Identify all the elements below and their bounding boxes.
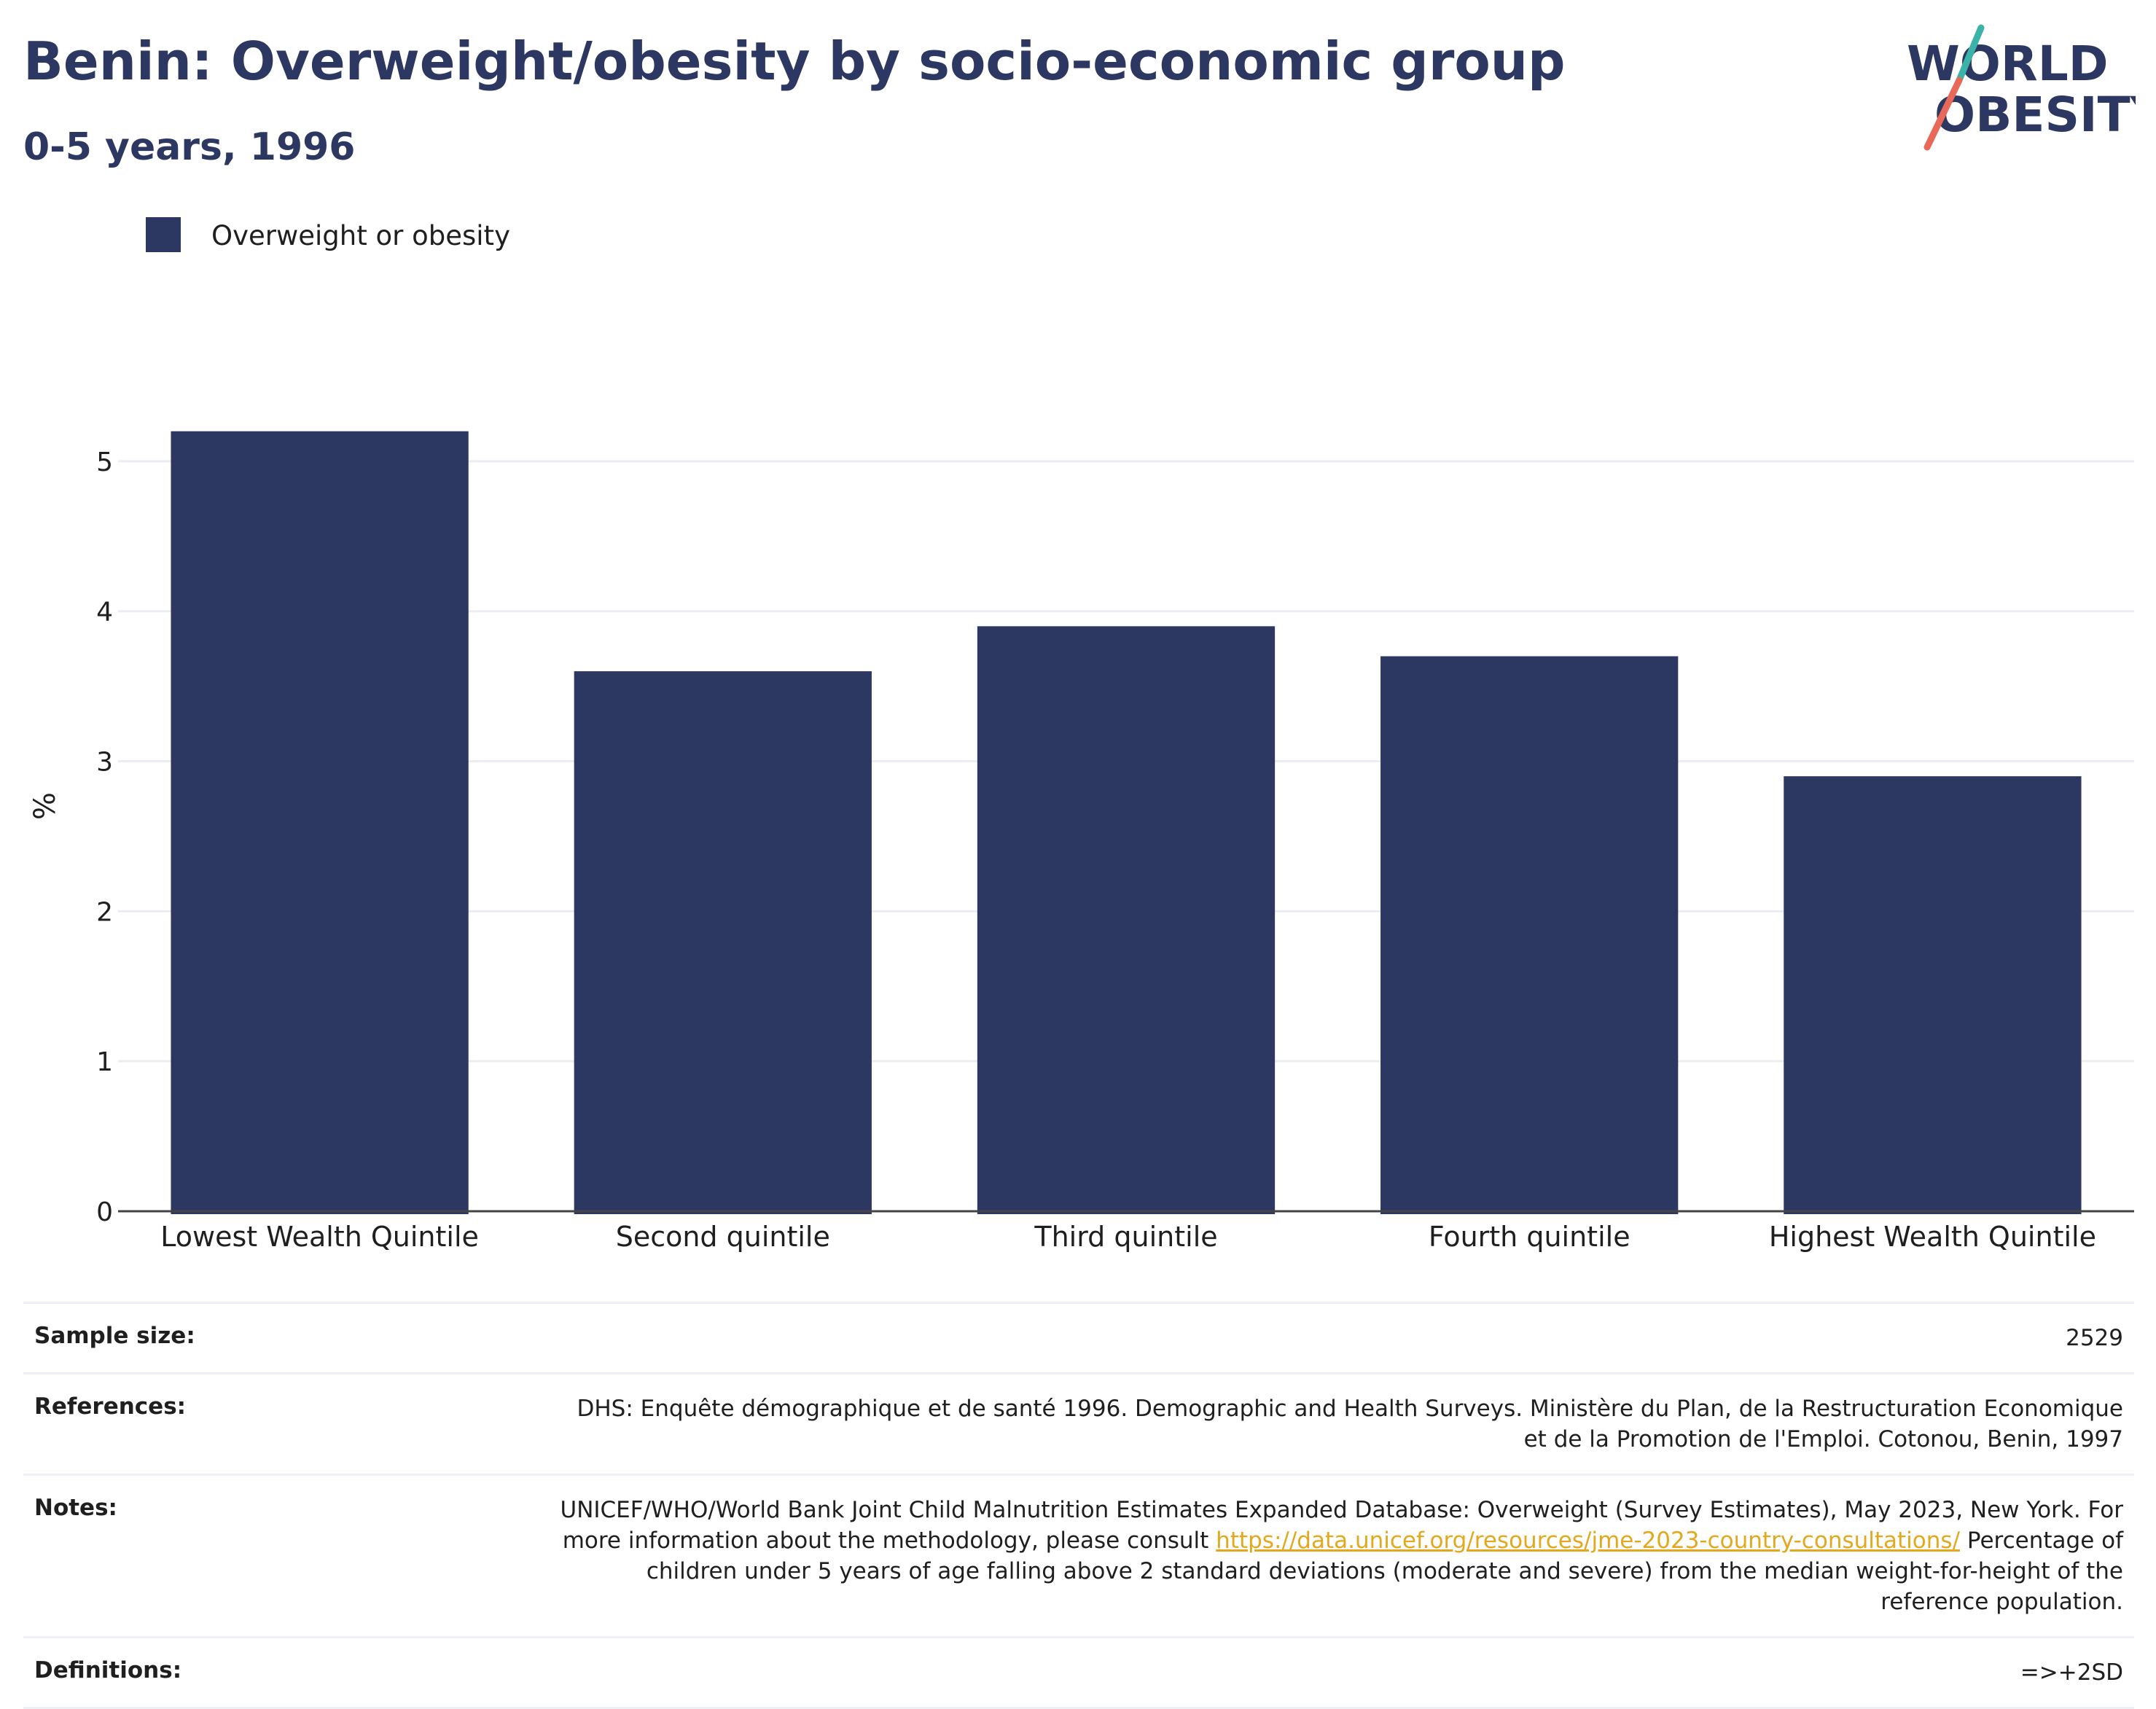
bar xyxy=(1784,776,2082,1214)
references-label: References: xyxy=(34,1393,187,1420)
notes-text-after: Percentage of children under 5 years of … xyxy=(646,1528,2123,1615)
y-tick-label: 1 xyxy=(96,1047,113,1077)
notes-value: UNICEF/WHO/World Bank Joint Child Malnut… xyxy=(556,1495,2124,1617)
logo-slash-bottom xyxy=(1923,77,1963,151)
definitions-value: =>+2SD xyxy=(2020,1659,2123,1686)
sample-size-label: Sample size: xyxy=(34,1323,195,1349)
sample-size-row: Sample size: 2529 xyxy=(23,1302,2134,1372)
logo-line1: WORLD xyxy=(1907,36,2109,92)
x-tick-label: Lowest Wealth Quintile xyxy=(160,1221,479,1253)
references-row: References: DHS: Enquête démographique e… xyxy=(23,1372,2134,1474)
notes-label: Notes: xyxy=(34,1495,117,1521)
bar-chart: 0 1 2 3 4 5 Lowest Wealth Quintile Second quint… xyxy=(28,431,2134,1253)
metadata-table: Sample size: 2529 References: DHS: Enquê… xyxy=(23,1302,2134,1709)
y-tick-label: 0 xyxy=(96,1197,113,1227)
y-tick-label: 3 xyxy=(96,748,113,778)
bar xyxy=(977,626,1276,1214)
bar xyxy=(171,431,469,1214)
legend-swatch xyxy=(146,217,181,252)
references-value: DHS: Enquête démographique et de santé 1… xyxy=(577,1396,2124,1452)
bar xyxy=(574,671,872,1214)
x-tick-label: Highest Wealth Quintile xyxy=(1769,1221,2096,1253)
notes-link[interactable]: https://data.unicef.org/resources/jme-20… xyxy=(1216,1528,1961,1554)
notes-row: Notes: UNICEF/WHO/World Bank Joint Child… xyxy=(23,1474,2134,1636)
legend-label: Overweight or obesity xyxy=(211,220,510,251)
logo-line2: OBESITY xyxy=(1934,87,2136,143)
definitions-row: Definitions: =>+2SD xyxy=(23,1636,2134,1709)
y-tick-label: 5 xyxy=(96,447,113,477)
sample-size-value: 2529 xyxy=(2066,1325,2123,1351)
logo-slash-top xyxy=(1956,24,1985,84)
bar xyxy=(1380,656,1679,1214)
definitions-label: Definitions: xyxy=(34,1657,182,1683)
axes: 0 1 2 3 4 5 Lowest Wealth Quintile Second quint… xyxy=(28,447,2134,1253)
y-axis-label: % xyxy=(28,792,62,820)
chart-title: Benin: Overweight/obesity by socio-econo… xyxy=(23,31,1566,92)
x-tick-label: Second quintile xyxy=(616,1221,830,1253)
x-tick-label: Fourth quintile xyxy=(1429,1221,1630,1253)
bars xyxy=(171,431,2082,1214)
world-obesity-logo: WORLD OBESITY xyxy=(1907,24,2136,151)
x-tick-label: Third quintile xyxy=(1034,1221,1217,1253)
y-tick-label: 2 xyxy=(96,897,113,927)
notes-text-before: UNICEF/WHO/World Bank Joint Child Malnut… xyxy=(560,1497,2124,1554)
y-tick-label: 4 xyxy=(96,598,113,627)
chart-subtitle: 0-5 years, 1996 xyxy=(23,125,356,169)
